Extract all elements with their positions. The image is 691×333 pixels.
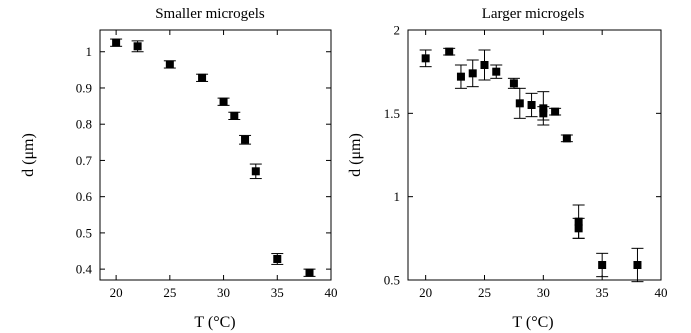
x-tick-label-smaller: 25 <box>163 285 176 300</box>
data-point-larger <box>574 217 583 226</box>
plot-larger-microgels: Larger microgels 20 25 30 35 40 0.5 1 1.5 2 T (°… <box>347 6 668 331</box>
y-tick-label-smaller: 0.5 <box>76 225 92 240</box>
data-point-smaller <box>230 111 239 120</box>
y-tick-label-larger: 2 <box>394 23 401 38</box>
y-tick-label-smaller: 0.6 <box>76 189 93 204</box>
plot-frame-larger <box>407 29 662 281</box>
data-point-larger <box>509 79 518 88</box>
data-point-larger <box>456 72 465 81</box>
data-point-larger <box>598 261 607 269</box>
y-tick-label-smaller: 0.8 <box>76 117 92 132</box>
x-tick-label-smaller: 20 <box>110 285 123 300</box>
data-point-smaller <box>241 135 250 144</box>
data-point-larger <box>468 69 477 78</box>
x-tick-label-larger: 30 <box>537 285 550 300</box>
y-axis-title-larger: d (μm) <box>347 133 364 177</box>
data-point-larger <box>421 54 430 63</box>
data-point-larger <box>633 261 642 269</box>
markers-larger <box>421 47 642 269</box>
y-tick-label-larger: 1.5 <box>384 106 400 121</box>
y-tick-label-smaller: 0.9 <box>76 80 92 95</box>
x-tick-label-larger: 35 <box>596 285 609 300</box>
y-tick-label-larger: 1 <box>394 189 401 204</box>
data-point-larger <box>551 107 560 116</box>
x-tick-label-larger: 20 <box>419 285 432 300</box>
x-tick-label-larger: 40 <box>655 285 668 300</box>
data-point-larger <box>492 67 501 76</box>
x-axis-title-smaller: T (°C) <box>194 314 235 331</box>
ticks-smaller: 20 25 30 35 40 0.4 0.5 0.6 0.7 0.8 0.9 1 <box>76 30 338 300</box>
data-point-smaller <box>219 97 228 106</box>
data-point-larger <box>515 99 524 108</box>
data-point-smaller <box>112 38 121 47</box>
markers-smaller <box>112 38 314 277</box>
y-tick-label-larger: 0.5 <box>384 273 400 288</box>
ticks-larger: 20 25 30 35 40 0.5 1 1.5 2 <box>384 23 668 301</box>
plot-smaller-microgels: Smaller microgels 20 25 30 35 40 0.4 0.5 0.6 0.7… <box>20 6 338 331</box>
data-point-smaller <box>198 73 207 82</box>
y-tick-label-smaller: 0.4 <box>76 262 93 277</box>
data-point-larger <box>480 61 489 69</box>
data-point-smaller <box>165 60 174 69</box>
x-axis-title-larger: T (°C) <box>512 314 553 331</box>
x-tick-label-smaller: 35 <box>271 285 284 300</box>
plot-frame-smaller <box>99 29 332 281</box>
x-tick-label-smaller: 40 <box>325 285 338 300</box>
plot-title-smaller: Smaller microgels <box>155 6 265 22</box>
data-point-smaller <box>133 42 142 51</box>
errorbars-smaller <box>110 38 316 277</box>
data-point-smaller <box>273 254 282 263</box>
data-point-smaller <box>305 268 314 277</box>
data-point-larger <box>574 224 583 233</box>
data-point-larger <box>562 134 571 143</box>
data-point-smaller <box>251 167 260 176</box>
data-point-larger <box>527 101 536 109</box>
data-point-larger <box>539 109 548 118</box>
x-tick-label-smaller: 30 <box>217 285 230 300</box>
x-tick-label-larger: 25 <box>478 285 491 300</box>
data-point-larger <box>539 104 548 113</box>
y-tick-label-smaller: 0.7 <box>76 153 93 168</box>
y-tick-label-smaller: 1 <box>86 44 93 59</box>
errorbars-larger <box>419 47 644 283</box>
data-point-larger <box>445 47 454 56</box>
plot-title-larger: Larger microgels <box>482 6 585 22</box>
y-axis-title-smaller: d (μm) <box>20 133 37 177</box>
